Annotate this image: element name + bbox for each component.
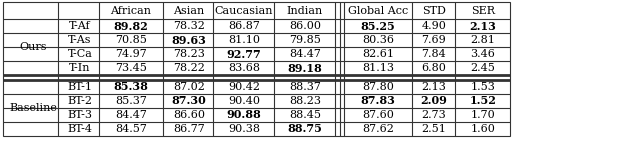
Text: 85.37: 85.37 [115,96,147,106]
Text: 86.60: 86.60 [173,110,205,120]
Text: 85.25: 85.25 [360,20,396,31]
Text: 2.81: 2.81 [470,35,495,45]
Text: T-Af: T-Af [69,21,91,31]
Text: Indian: Indian [287,5,323,16]
Text: BT-3: BT-3 [67,110,93,120]
Text: 1.53: 1.53 [470,82,495,92]
Text: BT-1: BT-1 [67,82,93,92]
Bar [3,2,510,136]
Text: 78.23: 78.23 [173,49,205,59]
Text: 7.69: 7.69 [422,35,446,45]
Text: 4.90: 4.90 [422,21,447,31]
Text: Caucasian: Caucasian [215,5,273,16]
Text: 3.46: 3.46 [470,49,495,59]
Text: 87.83: 87.83 [360,95,396,106]
Text: 2.13: 2.13 [470,20,497,31]
Text: 88.23: 88.23 [289,96,321,106]
Text: 78.32: 78.32 [173,21,205,31]
Text: T-In: T-In [69,63,91,73]
Text: 90.42: 90.42 [228,82,260,92]
Text: 1.52: 1.52 [470,95,497,106]
Text: STD: STD [422,5,446,16]
Text: 88.75: 88.75 [287,124,323,135]
Text: Global Acc: Global Acc [348,5,408,16]
Text: 90.40: 90.40 [228,96,260,106]
Text: 92.77: 92.77 [227,49,261,60]
Text: 1.70: 1.70 [470,110,495,120]
Text: T-Ca: T-Ca [68,49,92,59]
Text: 2.09: 2.09 [420,95,447,106]
Text: 82.61: 82.61 [362,49,394,59]
Text: 2.13: 2.13 [422,82,447,92]
Text: 74.97: 74.97 [115,49,147,59]
Text: 87.60: 87.60 [362,110,394,120]
Text: BT-4: BT-4 [67,124,93,134]
Text: 81.10: 81.10 [228,35,260,45]
Text: 89.82: 89.82 [114,20,148,31]
Text: 86.87: 86.87 [228,21,260,31]
Text: SER: SER [471,5,495,16]
Text: Asian: Asian [173,5,205,16]
Text: BT-2: BT-2 [67,96,93,106]
Text: 87.02: 87.02 [173,82,205,92]
Text: 73.45: 73.45 [115,63,147,73]
Text: 78.22: 78.22 [173,63,205,73]
Text: 80.36: 80.36 [362,35,394,45]
Text: 79.85: 79.85 [289,35,321,45]
Text: T-As: T-As [68,35,92,45]
Text: Ours: Ours [19,42,47,52]
Text: 88.37: 88.37 [289,82,321,92]
Text: 89.18: 89.18 [287,62,323,73]
Text: African: African [111,5,152,16]
Text: 2.45: 2.45 [470,63,495,73]
Text: 81.13: 81.13 [362,63,394,73]
Text: 2.51: 2.51 [422,124,447,134]
Text: 84.47: 84.47 [289,49,321,59]
Text: 86.77: 86.77 [173,124,205,134]
Text: 83.68: 83.68 [228,63,260,73]
Text: 90.88: 90.88 [227,109,261,120]
Text: 70.85: 70.85 [115,35,147,45]
Text: 84.57: 84.57 [115,124,147,134]
Text: 86.00: 86.00 [289,21,321,31]
Text: 89.63: 89.63 [172,35,207,46]
Text: 1.60: 1.60 [470,124,495,134]
Text: 90.38: 90.38 [228,124,260,134]
Text: 84.47: 84.47 [115,110,147,120]
Text: 85.38: 85.38 [113,82,148,93]
Text: 87.80: 87.80 [362,82,394,92]
Text: 87.62: 87.62 [362,124,394,134]
Text: 7.84: 7.84 [422,49,446,59]
Text: 2.73: 2.73 [422,110,446,120]
Text: 6.80: 6.80 [422,63,447,73]
Text: Baseline: Baseline [9,103,57,113]
Text: 87.30: 87.30 [172,95,206,106]
Text: 88.45: 88.45 [289,110,321,120]
